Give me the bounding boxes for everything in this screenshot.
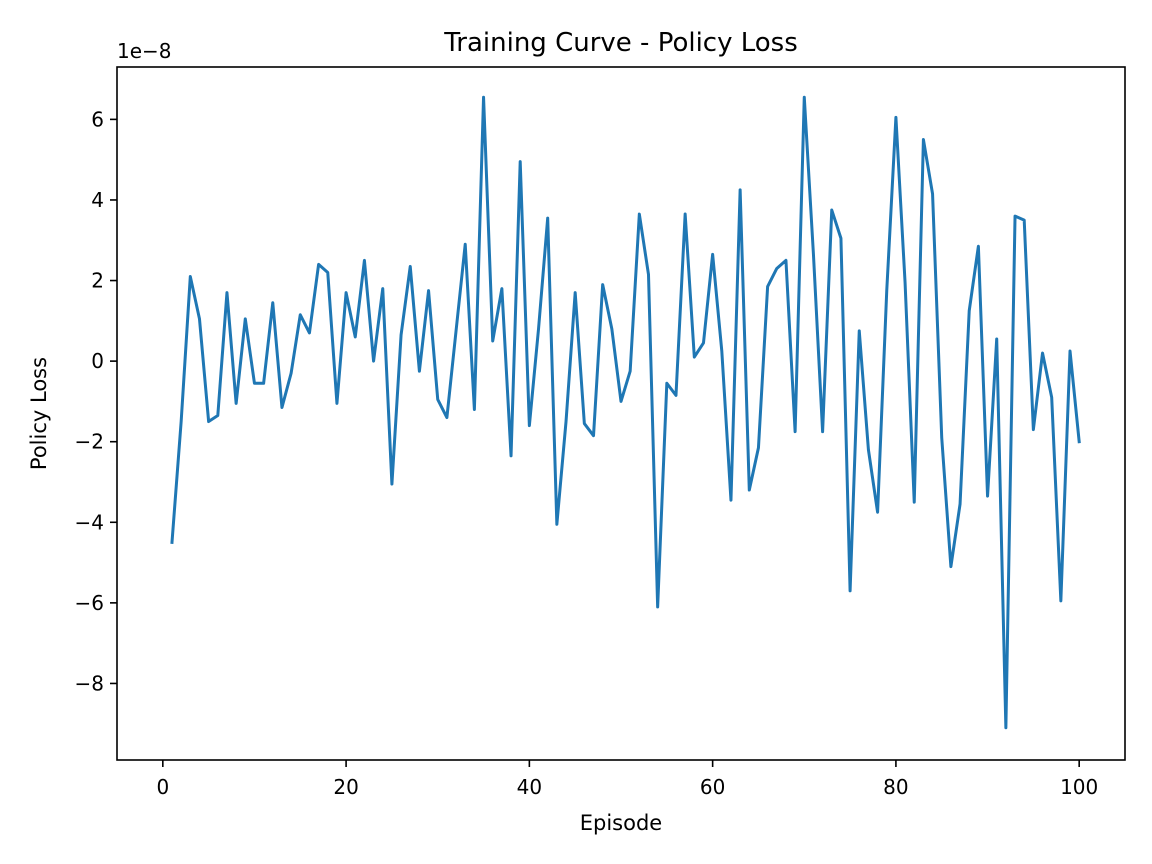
plot-area [170,95,1081,730]
y-tick-label: −2 [75,430,104,454]
chart-title: Training Curve - Policy Loss [443,28,798,58]
x-tick-label: 20 [333,775,358,799]
y-tick-label: 6 [91,107,104,131]
x-tick-label: 0 [156,775,169,799]
y-axis: −8 −6 −4 −2 0 2 4 6 [75,107,117,695]
y-axis-label: Policy Loss [27,357,51,470]
y-tick-label: −4 [75,510,104,534]
plot-frame [116,66,1126,761]
x-tick-label: 80 [883,775,908,799]
x-axis: 0 20 40 60 80 100 [156,760,1098,799]
x-axis-label: Episode [580,811,662,835]
x-tick-label: 60 [700,775,725,799]
y-tick-label: 0 [91,349,104,373]
x-tick-label: 40 [517,775,542,799]
series-line [170,95,1081,730]
y-tick-label: 4 [91,188,104,212]
y-tick-label: −6 [75,591,104,615]
y-tick-label: −8 [75,671,104,695]
y-offset-label: 1e−8 [117,39,172,63]
y-tick-label: 2 [91,269,104,293]
x-tick-label: 100 [1060,775,1098,799]
